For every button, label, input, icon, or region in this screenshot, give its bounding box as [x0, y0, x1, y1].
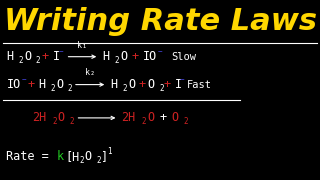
Text: k: k — [57, 150, 64, 163]
Text: +: + — [138, 78, 145, 91]
Text: 2: 2 — [183, 117, 188, 126]
Text: −: − — [22, 75, 26, 84]
Text: O: O — [56, 78, 63, 91]
Text: H: H — [38, 78, 45, 91]
Text: 2: 2 — [36, 56, 40, 65]
Text: H: H — [110, 78, 117, 91]
Text: 2: 2 — [123, 84, 127, 93]
Text: IO: IO — [143, 50, 157, 63]
Text: 2: 2 — [115, 56, 119, 65]
Text: 2: 2 — [51, 84, 55, 93]
Text: Rate =: Rate = — [6, 150, 56, 163]
Text: H: H — [6, 50, 13, 63]
Text: 2: 2 — [19, 56, 23, 65]
Text: 2: 2 — [96, 156, 100, 165]
Text: Fast: Fast — [187, 80, 212, 90]
Text: +: + — [28, 78, 35, 91]
Text: −: − — [180, 75, 184, 84]
Text: 2: 2 — [142, 117, 146, 126]
Text: −: − — [158, 47, 162, 56]
Text: 2: 2 — [69, 117, 74, 126]
Text: O: O — [24, 50, 31, 63]
Text: I: I — [174, 78, 181, 91]
Text: k₂: k₂ — [85, 68, 95, 77]
Text: ]: ] — [101, 150, 108, 163]
Text: +: + — [132, 50, 139, 63]
Text: O: O — [84, 150, 92, 163]
Text: H: H — [102, 50, 109, 63]
Text: 2: 2 — [159, 84, 164, 93]
Text: 2H: 2H — [122, 111, 136, 124]
Text: O: O — [171, 111, 178, 124]
Text: O: O — [148, 78, 155, 91]
Text: +: + — [160, 111, 167, 124]
Text: +: + — [42, 50, 49, 63]
Text: Writing Rate Laws: Writing Rate Laws — [4, 7, 316, 36]
Text: 2H: 2H — [32, 111, 46, 124]
Text: 1: 1 — [107, 147, 112, 156]
Text: O: O — [128, 78, 135, 91]
Text: k₁: k₁ — [76, 40, 87, 50]
Text: IO: IO — [6, 78, 21, 91]
Text: O: O — [147, 111, 154, 124]
Text: O: O — [58, 111, 65, 124]
Text: I: I — [53, 50, 60, 63]
Text: +: + — [164, 78, 171, 91]
Text: Slow: Slow — [171, 52, 196, 62]
Text: 2: 2 — [79, 156, 84, 165]
Text: 2: 2 — [68, 84, 72, 93]
Text: −: − — [59, 47, 63, 56]
Text: O: O — [120, 50, 127, 63]
Text: 2: 2 — [52, 117, 57, 126]
Text: [H: [H — [65, 150, 79, 163]
